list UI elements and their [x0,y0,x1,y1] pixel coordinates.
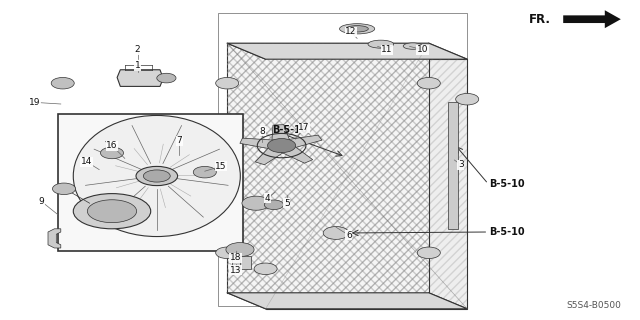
Polygon shape [281,146,313,163]
Polygon shape [255,147,284,165]
Text: 11: 11 [381,45,393,54]
Ellipse shape [87,200,137,223]
Text: 4: 4 [265,194,270,203]
Circle shape [216,77,239,89]
Text: 1: 1 [135,61,140,70]
Circle shape [100,147,124,159]
Circle shape [242,196,270,210]
Ellipse shape [143,170,170,182]
Ellipse shape [339,24,375,34]
Polygon shape [266,59,467,309]
Polygon shape [227,43,429,293]
Bar [232,256,251,269]
Text: 18: 18 [230,253,241,262]
Polygon shape [227,293,467,309]
Ellipse shape [403,43,422,49]
Text: 17: 17 [298,124,310,132]
Polygon shape [240,138,275,149]
Text: 19: 19 [29,98,41,107]
Text: 7: 7 [177,136,182,145]
Bar [58,114,243,251]
Circle shape [52,183,76,195]
Text: 2: 2 [135,45,140,54]
Ellipse shape [136,166,178,186]
Polygon shape [287,135,322,148]
Polygon shape [117,70,163,86]
Circle shape [417,247,440,259]
Circle shape [193,166,216,178]
Text: 14: 14 [81,157,92,166]
Polygon shape [48,229,61,248]
Text: B-5-10: B-5-10 [272,124,308,135]
Ellipse shape [73,116,241,236]
Polygon shape [227,43,467,59]
Text: 9: 9 [39,197,44,206]
Ellipse shape [368,40,394,48]
Text: 15: 15 [215,162,227,171]
Text: 5: 5 [284,199,289,208]
Circle shape [323,227,349,239]
Text: B-5-10: B-5-10 [490,179,525,189]
Ellipse shape [346,26,369,32]
Text: 3: 3 [458,160,463,169]
Polygon shape [448,102,458,229]
Circle shape [254,263,277,275]
Polygon shape [272,125,290,141]
Ellipse shape [73,194,151,229]
Circle shape [264,200,284,210]
Text: B-5-10: B-5-10 [490,227,525,237]
Circle shape [216,247,239,259]
Circle shape [456,93,479,105]
Text: 10: 10 [417,45,428,54]
Circle shape [51,77,74,89]
Text: 12: 12 [345,28,356,36]
Text: 8: 8 [260,127,265,136]
Text: S5S4-B0500: S5S4-B0500 [566,301,621,310]
Text: 6: 6 [346,231,351,240]
Text: FR.: FR. [529,13,550,26]
Circle shape [417,77,440,89]
Text: 13: 13 [230,266,241,275]
Polygon shape [563,10,621,28]
Text: 16: 16 [106,141,118,150]
Circle shape [157,73,176,83]
Bar [218,13,467,306]
Circle shape [268,139,296,153]
Circle shape [226,243,254,257]
